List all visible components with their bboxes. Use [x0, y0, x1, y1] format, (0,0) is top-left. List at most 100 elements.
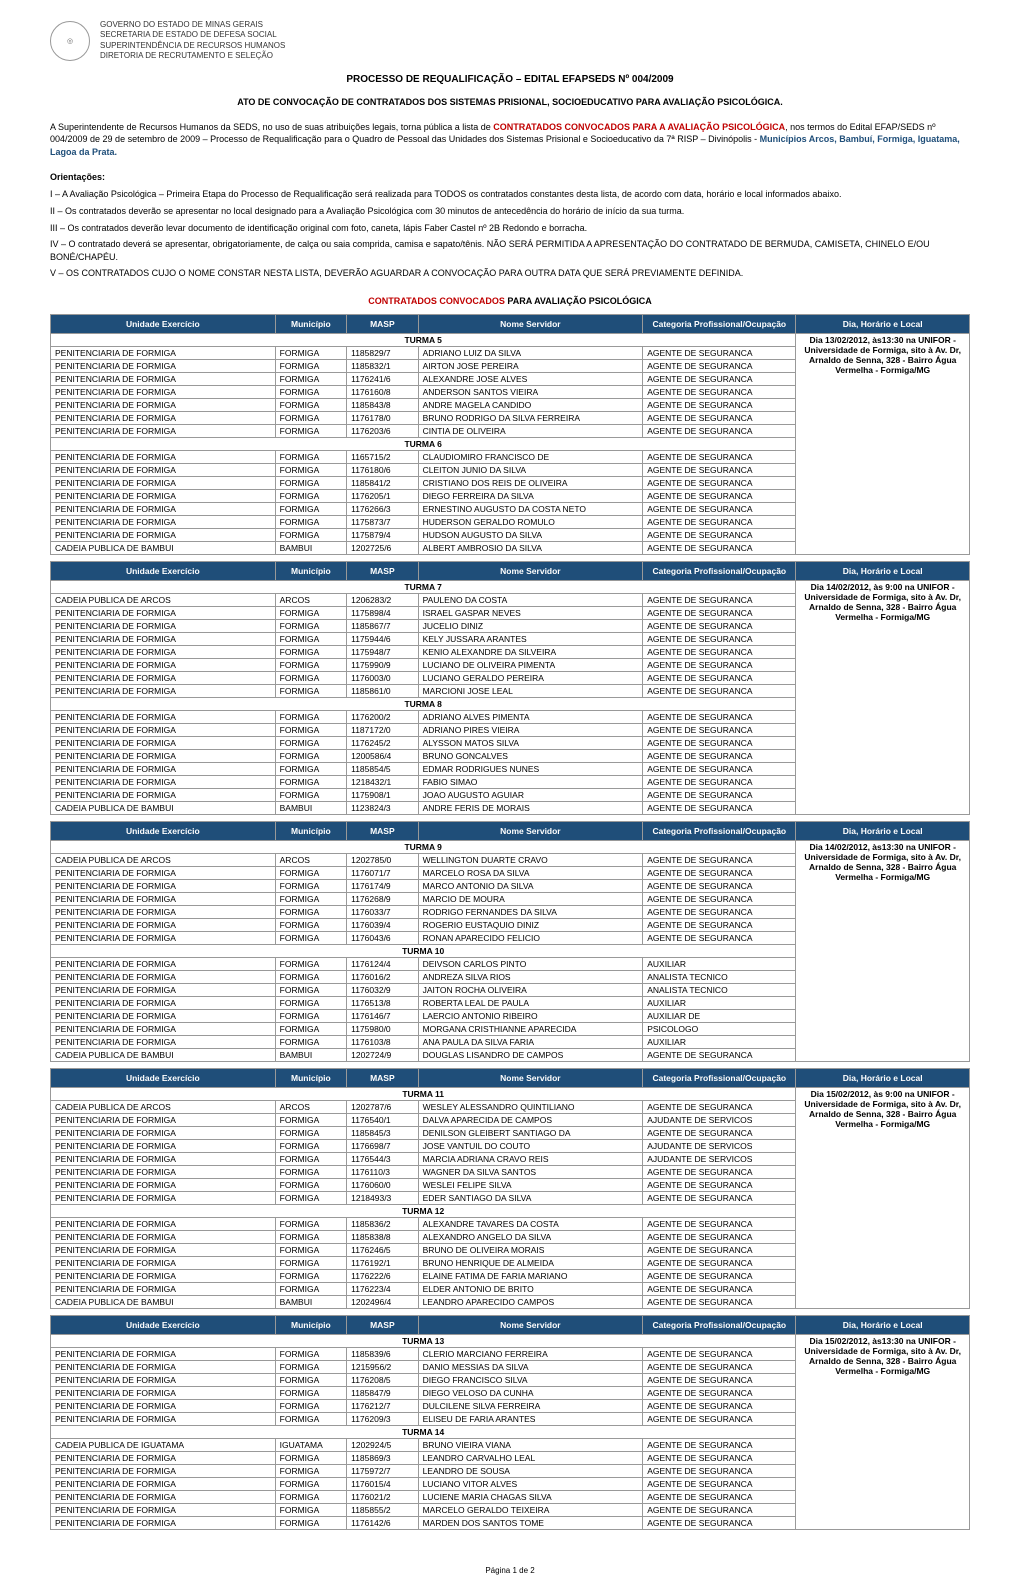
table-cell: 1206283/2 — [347, 593, 418, 606]
th-nome: Nome Servidor — [418, 561, 643, 580]
table-cell: 1176200/2 — [347, 710, 418, 723]
turma-label: TURMA 11 — [51, 1087, 796, 1100]
table-cell: FORMIGA — [275, 489, 346, 502]
table-cell: PENITENCIARIA DE FORMIGA — [51, 515, 276, 528]
data-table: Unidade ExercícioMunicípioMASPNome Servi… — [50, 821, 970, 1062]
table-cell: AGENTE DE SEGURANCA — [643, 1399, 796, 1412]
table-cell: 1202787/6 — [347, 1100, 418, 1113]
data-table: Unidade ExercícioMunicípioMASPNome Servi… — [50, 1315, 970, 1530]
table-cell: AUXILIAR — [643, 996, 796, 1009]
table-cell: 1176124/4 — [347, 957, 418, 970]
gov-header: ◎ GOVERNO DO ESTADO DE MINAS GERAIS SECR… — [50, 20, 970, 62]
table-cell: PENITENCIARIA DE FORMIGA — [51, 1386, 276, 1399]
table-cell: PENITENCIARIA DE FORMIGA — [51, 424, 276, 437]
table-cell: AGENTE DE SEGURANCA — [643, 736, 796, 749]
table-cell: LEANDRO CARVALHO LEAL — [418, 1451, 643, 1464]
table-cell: WESLEY ALESSANDRO QUINTILIANO — [418, 1100, 643, 1113]
table-cell: MARCIA ADRIANA CRAVO REIS — [418, 1152, 643, 1165]
table-cell: RONAN APARECIDO FELICIO — [418, 931, 643, 944]
table-cell: AGENTE DE SEGURANCA — [643, 1477, 796, 1490]
table-cell: DIEGO VELOSO DA CUNHA — [418, 1386, 643, 1399]
table-cell: AGENTE DE SEGURANCA — [643, 723, 796, 736]
th-categoria: Categoria Profissional/Ocupação — [643, 314, 796, 333]
table-cell: DOUGLAS LISANDRO DE CAMPOS — [418, 1048, 643, 1061]
table-cell: LEANDRO APARECIDO CAMPOS — [418, 1295, 643, 1308]
table-cell: JOSE VANTUIL DO COUTO — [418, 1139, 643, 1152]
local-cell: Dia 15/02/2012, às 9:00 na UNIFOR - Univ… — [796, 1087, 970, 1308]
table-cell: FORMIGA — [275, 424, 346, 437]
table-cell: 1176209/3 — [347, 1412, 418, 1425]
th-municipio: Município — [275, 1315, 346, 1334]
table-cell: 1176032/9 — [347, 983, 418, 996]
th-categoria: Categoria Profissional/Ocupação — [643, 821, 796, 840]
title-sub: ATO DE CONVOCAÇÃO DE CONTRATADOS DOS SIS… — [50, 97, 970, 107]
table-cell: AGENTE DE SEGURANCA — [643, 1178, 796, 1191]
table-cell: AGENTE DE SEGURANCA — [643, 541, 796, 554]
table-cell: ROBERTA LEAL DE PAULA — [418, 996, 643, 1009]
table-cell: 1176513/8 — [347, 996, 418, 1009]
table-cell: AGENTE DE SEGURANCA — [643, 346, 796, 359]
table-cell: CRISTIANO DOS REIS DE OLIVEIRA — [418, 476, 643, 489]
table-cell: FORMIGA — [275, 671, 346, 684]
gov-line: SECRETARIA DE ESTADO DE DEFESA SOCIAL — [100, 30, 285, 40]
table-cell: ALBERT AMBROSIO DA SILVA — [418, 541, 643, 554]
table-cell: AGENTE DE SEGURANCA — [643, 1048, 796, 1061]
table-cell: PENITENCIARIA DE FORMIGA — [51, 918, 276, 931]
table-cell: 1123824/3 — [347, 801, 418, 814]
table-cell: 1202496/4 — [347, 1295, 418, 1308]
table-cell: 1176246/5 — [347, 1243, 418, 1256]
table-cell: PENITENCIARIA DE FORMIGA — [51, 645, 276, 658]
table-cell: 1218432/1 — [347, 775, 418, 788]
table-cell: 1176015/4 — [347, 1477, 418, 1490]
page-footer: Página 1 de 2 — [50, 1566, 970, 1575]
th-categoria: Categoria Profissional/Ocupação — [643, 1068, 796, 1087]
table-cell: 1185869/3 — [347, 1451, 418, 1464]
table-cell: MARDEN DOS SANTOS TOME — [418, 1516, 643, 1529]
table-cell: LAERCIO ANTONIO RIBEIRO — [418, 1009, 643, 1022]
table-cell: CLEITON JUNIO DA SILVA — [418, 463, 643, 476]
table-cell: ANA PAULA DA SILVA FARIA — [418, 1035, 643, 1048]
table-cell: FORMIGA — [275, 606, 346, 619]
table-cell: PENITENCIARIA DE FORMIGA — [51, 359, 276, 372]
table-cell: AGENTE DE SEGURANCA — [643, 398, 796, 411]
table-cell: 1185839/6 — [347, 1347, 418, 1360]
table-cell: WELLINGTON DUARTE CRAVO — [418, 853, 643, 866]
turma-label: TURMA 9 — [51, 840, 796, 853]
table-cell: 1176178/0 — [347, 411, 418, 424]
table-cell: 1185855/2 — [347, 1503, 418, 1516]
th-unidade: Unidade Exercício — [51, 1315, 276, 1334]
table-cell: BRUNO DE OLIVEIRA MORAIS — [418, 1243, 643, 1256]
table-cell: AGENTE DE SEGURANCA — [643, 1412, 796, 1425]
table-cell: BAMBUI — [275, 1048, 346, 1061]
table-cell: 1176241/6 — [347, 372, 418, 385]
turma-label: TURMA 7 — [51, 580, 796, 593]
table-cell: 1175972/7 — [347, 1464, 418, 1477]
table-cell: CADEIA PUBLICA DE BAMBUI — [51, 1295, 276, 1308]
table-cell: ANDRE MAGELA CANDIDO — [418, 398, 643, 411]
th-masp: MASP — [347, 561, 418, 580]
table-cell: DENILSON GLEIBERT SANTIAGO DA — [418, 1126, 643, 1139]
table-cell: AGENTE DE SEGURANCA — [643, 359, 796, 372]
table-cell: 1175990/9 — [347, 658, 418, 671]
table-cell: ANALISTA TECNICO — [643, 983, 796, 996]
table-cell: 1176016/2 — [347, 970, 418, 983]
table-cell: AGENTE DE SEGURANCA — [643, 385, 796, 398]
th-municipio: Município — [275, 821, 346, 840]
table-cell: AGENTE DE SEGURANCA — [643, 1269, 796, 1282]
table-cell: AGENTE DE SEGURANCA — [643, 1360, 796, 1373]
table-cell: 1185832/1 — [347, 359, 418, 372]
table-cell: 1202724/9 — [347, 1048, 418, 1061]
turma-label: TURMA 6 — [51, 437, 796, 450]
table-cell: PENITENCIARIA DE FORMIGA — [51, 710, 276, 723]
table-cell: HUDSON AUGUSTO DA SILVA — [418, 528, 643, 541]
table-cell: LUCIANO VITOR ALVES — [418, 1477, 643, 1490]
table-cell: ERNESTINO AUGUSTO DA COSTA NETO — [418, 502, 643, 515]
table-cell: FORMIGA — [275, 1347, 346, 1360]
table-cell: CADEIA PUBLICA DE IGUATAMA — [51, 1438, 276, 1451]
table-cell: PENITENCIARIA DE FORMIGA — [51, 1256, 276, 1269]
table-cell: AGENTE DE SEGURANCA — [643, 1191, 796, 1204]
table-cell: PENITENCIARIA DE FORMIGA — [51, 1243, 276, 1256]
table-cell: PENITENCIARIA DE FORMIGA — [51, 463, 276, 476]
table-cell: PENITENCIARIA DE FORMIGA — [51, 1451, 276, 1464]
table-cell: ADRIANO ALVES PIMENTA — [418, 710, 643, 723]
